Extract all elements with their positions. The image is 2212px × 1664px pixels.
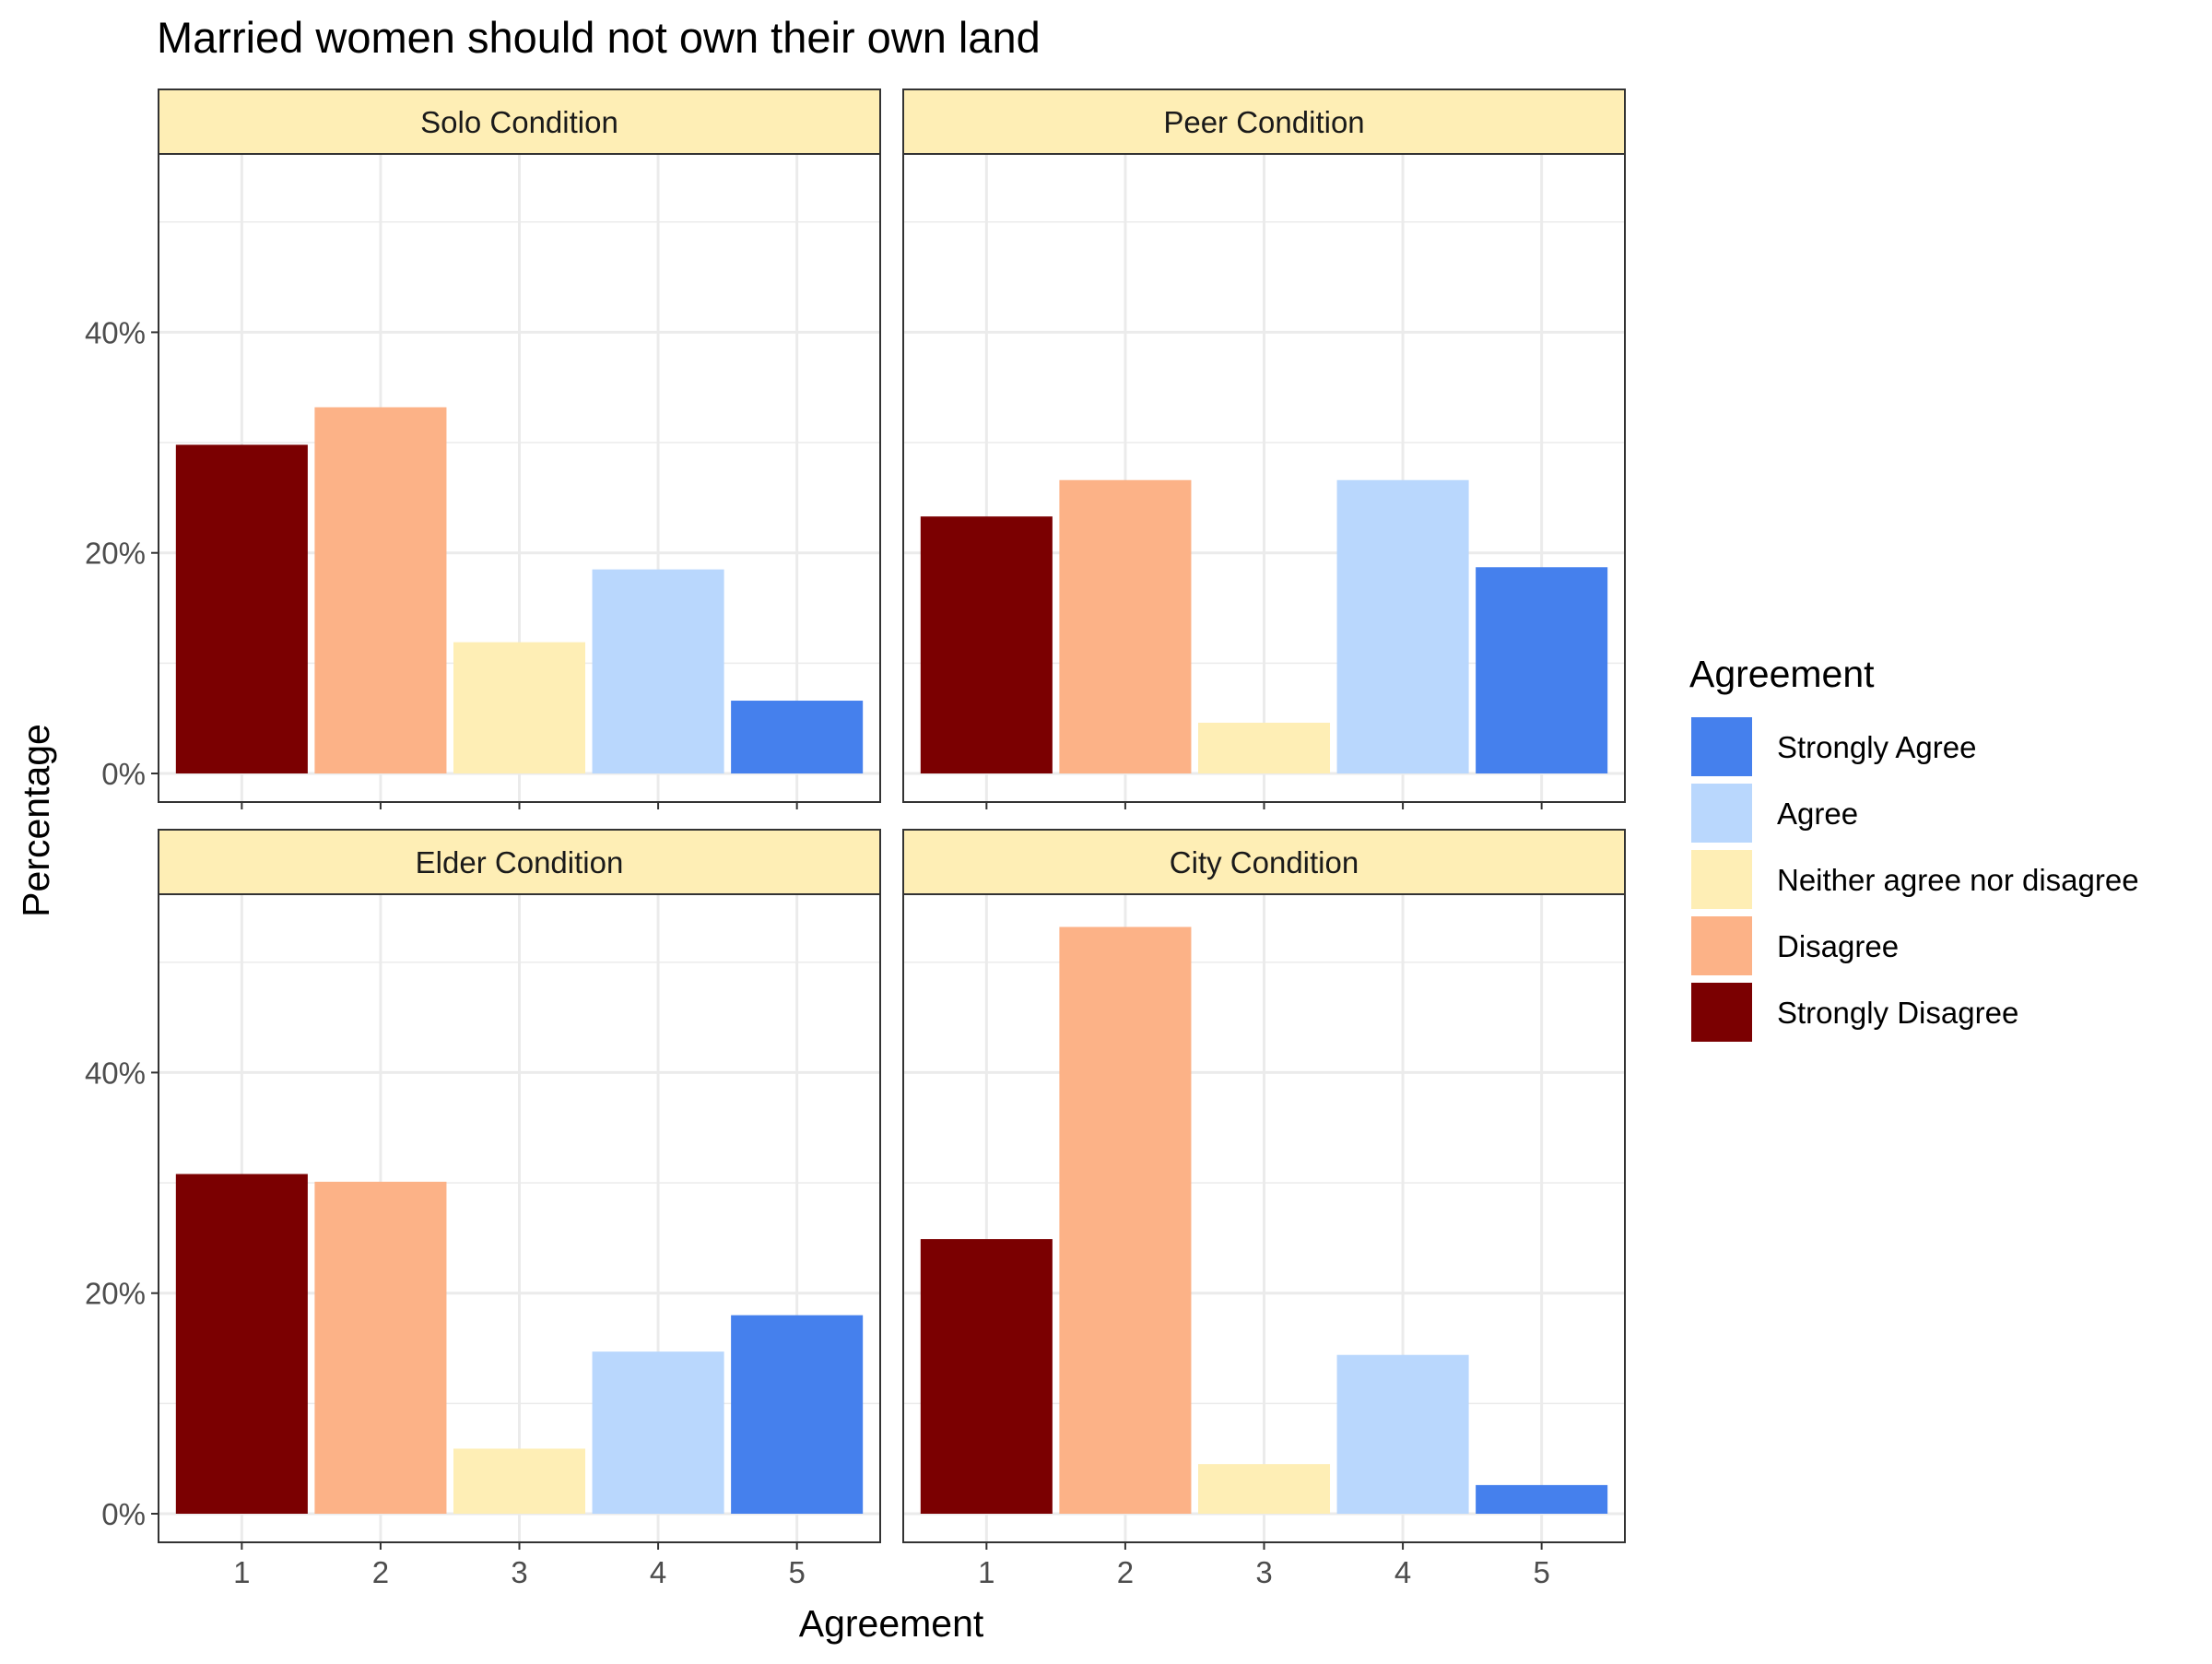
facet-strip	[158, 829, 881, 895]
legend-item: Disagree	[1691, 916, 1899, 975]
bar	[731, 1315, 864, 1514]
legend-label: Neither agree nor disagree	[1777, 863, 2139, 897]
bar	[314, 1181, 447, 1514]
legend-item: Strongly Disagree	[1691, 983, 2018, 1042]
y-tick-label: 20%	[85, 1277, 146, 1311]
x-tick-label: 1	[233, 1555, 250, 1589]
bar	[314, 407, 447, 773]
legend-swatch	[1691, 983, 1752, 1042]
x-tick-label: 2	[372, 1555, 389, 1589]
bar	[175, 1174, 308, 1514]
x-tick-label: 2	[1117, 1555, 1134, 1589]
bar	[920, 1239, 1053, 1514]
bar	[1336, 479, 1469, 773]
legend-label: Disagree	[1777, 929, 1899, 963]
facet-strip-label: Elder Condition	[416, 845, 624, 879]
x-tick-label: 4	[650, 1555, 666, 1589]
chart-title: Married women should not own their own l…	[157, 13, 1041, 62]
x-tick-label: 4	[1394, 1555, 1411, 1589]
legend-swatch	[1691, 850, 1752, 909]
legend-item: Agree	[1691, 784, 1858, 843]
facet-panel: Solo Condition	[158, 89, 881, 803]
facet-strip	[902, 89, 1626, 155]
x-tick-label: 3	[511, 1555, 527, 1589]
y-axis-title: Percentage	[15, 724, 57, 917]
bar	[175, 444, 308, 773]
facet-panel: City Condition	[902, 829, 1626, 1543]
bar	[1336, 1354, 1469, 1514]
bar	[1476, 567, 1608, 773]
legend-item: Neither agree nor disagree	[1691, 850, 2139, 909]
facet-strip-label: City Condition	[1170, 845, 1359, 879]
facet-panel: Elder Condition	[158, 829, 881, 1543]
x-axis-title: Agreement	[799, 1602, 984, 1645]
legend: Agreement Strongly Agree Agree Neither agr…	[1689, 653, 2139, 1042]
bar	[592, 569, 724, 773]
bar	[1059, 926, 1192, 1514]
legend-swatch	[1691, 916, 1752, 975]
y-tick-label: 0%	[101, 1497, 146, 1531]
facet-strip	[902, 829, 1626, 895]
facet-panel: Peer Condition	[902, 89, 1626, 803]
y-tick-label: 20%	[85, 537, 146, 571]
bar	[731, 701, 864, 773]
x-tick-label: 5	[1533, 1555, 1549, 1589]
legend-label: Strongly Disagree	[1777, 996, 2018, 1030]
legend-title: Agreement	[1689, 653, 1875, 695]
bar	[1476, 1484, 1608, 1514]
facets-layer: Solo Condition Peer Condition Elder Condit…	[158, 89, 1626, 1543]
y-tick-label: 40%	[85, 315, 146, 349]
x-tick-label: 5	[788, 1555, 805, 1589]
y-tick-label: 40%	[85, 1056, 146, 1090]
bar	[920, 516, 1053, 773]
facet-strip-label: Solo Condition	[420, 105, 618, 139]
bar	[1197, 722, 1331, 773]
legend-item: Strongly Agree	[1691, 717, 1976, 776]
legend-label: Strongly Agree	[1777, 730, 1976, 764]
facet-strip	[158, 89, 881, 155]
legend-label: Agree	[1777, 797, 1858, 831]
facet-strip-label: Peer Condition	[1163, 105, 1364, 139]
x-tick-label: 1	[978, 1555, 994, 1589]
y-tick-label: 0%	[101, 757, 146, 791]
legend-swatch	[1691, 717, 1752, 776]
bar	[453, 642, 586, 773]
bar	[453, 1448, 586, 1514]
bar	[1197, 1464, 1331, 1514]
axes-layer: 0% 20% 40% 0% 20% 40% 1 2 3 4 5 1 2 3 4 5	[85, 315, 1550, 1589]
bar	[592, 1351, 724, 1514]
x-tick-label: 3	[1255, 1555, 1272, 1589]
bar	[1059, 479, 1192, 773]
legend-swatch	[1691, 784, 1752, 843]
